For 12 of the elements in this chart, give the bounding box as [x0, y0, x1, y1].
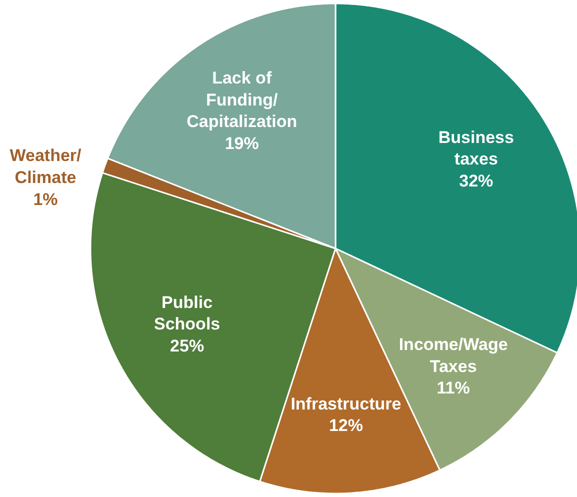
- slice-label: Public Schools: [154, 292, 220, 334]
- data-label: 12%: [328, 416, 363, 436]
- data-label: 1%: [33, 190, 58, 209]
- slice-label: Income/Wage Taxes: [398, 334, 508, 376]
- data-label: 19%: [224, 134, 259, 153]
- slice-label: Business taxes: [438, 128, 514, 169]
- slice-label: Infrastructure: [290, 394, 402, 414]
- data-label: 32%: [459, 172, 494, 191]
- data-label: 11%: [436, 378, 470, 398]
- data-label: 25%: [170, 336, 204, 356]
- slice-label: Lack of Funding/ Capitalization: [186, 68, 298, 132]
- slice-label: Weather/ Climate: [10, 146, 82, 187]
